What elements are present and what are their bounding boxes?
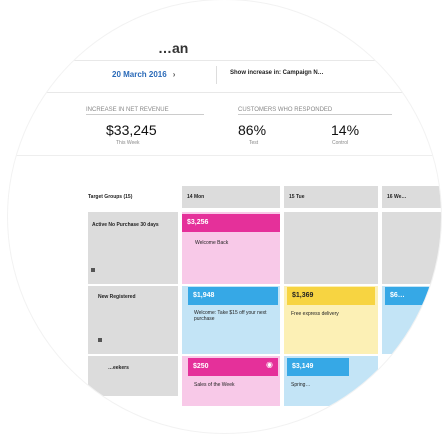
campaign-amount[interactable]: $1,369	[287, 287, 375, 305]
section-divider	[8, 155, 441, 156]
date-range-picker[interactable]: 20 March 2016 ›	[112, 70, 175, 79]
metric-underline	[86, 114, 204, 115]
metric-sub-test: Test	[249, 140, 259, 146]
campaign-name: Free express delivery	[291, 311, 339, 317]
drag-handle-icon[interactable]	[98, 338, 102, 342]
row-label-seekers: …eekers	[108, 365, 129, 371]
header-divider	[8, 60, 441, 61]
campaign-amount[interactable]: $3,149	[287, 358, 349, 376]
metric-sub-control: Control	[332, 140, 349, 146]
chevron-right-icon[interactable]: ›	[172, 70, 176, 79]
campaign-amount[interactable]: $6…	[385, 287, 441, 305]
metric-label-revenue: INCREASE IN NET REVENUE	[86, 107, 169, 113]
campaign-name: Sales of the Week	[194, 382, 235, 388]
day-header-mon[interactable]: 14 Mon	[182, 186, 280, 208]
toolbar-divider	[216, 66, 217, 84]
target-groups-label: Target Groups (15)	[88, 194, 133, 200]
campaign-name: Spring…	[291, 382, 311, 388]
metric-underline	[238, 114, 392, 115]
metric-value-test: 86%	[238, 122, 267, 138]
campaign-amount[interactable]: $250	[188, 358, 278, 376]
empty-cell[interactable]	[382, 212, 441, 284]
page-title: …an	[158, 40, 189, 56]
row-label-cell	[88, 286, 178, 354]
day-header-tue[interactable]: 15 Tue	[284, 186, 378, 208]
empty-cell[interactable]	[284, 212, 378, 284]
metric-value-revenue: $33,245	[106, 122, 157, 138]
row-label-new-registered: New Registered	[98, 294, 136, 300]
metric-value-control: 14%	[331, 122, 360, 138]
date-range-label: 20 March 2016	[112, 70, 167, 79]
metric-sub-revenue: This Week	[116, 140, 140, 146]
location-pin-icon[interactable]: ◉	[266, 360, 273, 369]
show-increase-dropdown[interactable]: Show increase in: Campaign N…	[230, 70, 324, 76]
drag-handle-icon[interactable]	[91, 268, 95, 272]
row-label-cell	[88, 356, 178, 396]
campaign-name: Welcome Back	[195, 240, 229, 246]
campaign-amount[interactable]: $1,948	[188, 287, 278, 305]
day-header-wed[interactable]: 16 We…	[382, 186, 441, 208]
circular-viewport: …an 20 March 2016 › Show increase in: Cam…	[8, 0, 441, 433]
metric-label-responded: CUSTOMERS WHO RESPONDED	[238, 107, 333, 113]
row-label-active-no-purchase: Active No Purchase 30 days	[92, 222, 159, 228]
toolbar-divider-bottom	[8, 92, 441, 93]
campaign-name: Welcome: Take $15 off your next purchase	[194, 310, 267, 322]
campaign-amount[interactable]: $3,256	[182, 214, 280, 232]
row-label-cell	[88, 212, 178, 284]
